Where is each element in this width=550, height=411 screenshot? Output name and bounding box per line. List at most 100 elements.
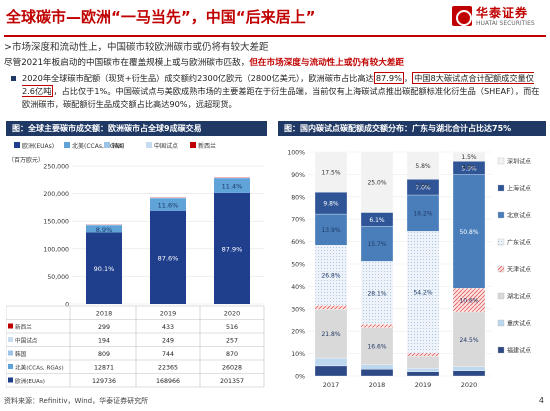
bar-segment xyxy=(314,357,348,367)
bar-segment xyxy=(360,369,394,377)
y-tick-label: 80% xyxy=(291,194,305,201)
table-cell: 299 xyxy=(98,324,110,331)
legend-label: 湖北试点 xyxy=(507,293,531,301)
legend-label: 深圳试点 xyxy=(507,158,531,166)
bar-data-label: 6.1% xyxy=(369,217,385,224)
x-tick-label: 2019 xyxy=(160,310,177,318)
table-cell: 809 xyxy=(98,351,110,358)
table-row-swatch xyxy=(8,364,13,369)
legend-label: 天津试点 xyxy=(507,266,531,274)
bar-segment xyxy=(452,370,486,377)
legend-swatch xyxy=(497,346,505,354)
bar-segment xyxy=(406,352,440,357)
x-tick-label: 2017 xyxy=(323,381,340,389)
table-cell: 433 xyxy=(162,324,174,331)
brand-name-en: HUATAI SECURITIES xyxy=(476,20,535,27)
bar-segment xyxy=(360,327,394,365)
bar-segment xyxy=(452,366,486,371)
legend-swatch xyxy=(497,211,505,219)
right-chart: 0% 10% 20% 30% 40% 50% 60% 70% 80% 90% 100% 2017 201… xyxy=(287,150,531,390)
source-note: 资料来源：Refinitiv，Wind，华泰证券研究所 xyxy=(4,397,149,405)
bar-segment xyxy=(314,365,348,377)
bar-data-label: 7.0% xyxy=(415,185,431,192)
table-cell: 516 xyxy=(226,324,238,331)
bar-segment xyxy=(406,368,440,372)
y-tick-label: 250,000 xyxy=(43,164,69,171)
table-row-swatch xyxy=(8,337,13,342)
bar-data-label: 4.6% xyxy=(462,165,476,171)
bar-segment xyxy=(406,231,440,353)
left-chart-header: 图：全球主要碳市成交额：欧洲碳市占全球9成碳交易 xyxy=(6,121,267,136)
x-tick-label: 2018 xyxy=(96,310,113,318)
y-tick-label: 200,000 xyxy=(43,191,69,198)
bar-data-label: 24.5% xyxy=(459,337,478,344)
brand-name: 华泰证券 xyxy=(476,6,529,20)
legend-label: 上海试点 xyxy=(507,185,531,193)
table-row-label: 北美(CCAs, RGAs) xyxy=(15,364,64,372)
y-tick-label: 100,000 xyxy=(43,246,69,253)
bar-segment xyxy=(314,305,348,310)
legend-label: 福建试点 xyxy=(507,347,531,355)
legend-swatch xyxy=(14,142,20,148)
bar-segment xyxy=(314,151,348,193)
bar-data-label: 1.5% xyxy=(461,154,477,161)
legend-label: 广东试点 xyxy=(507,239,531,247)
page-title: 全球碳市—欧洲“一马当先”，中国“后来居上” xyxy=(6,8,316,26)
table-row-label: 欧洲(EUAs) xyxy=(15,377,45,385)
bar-segment xyxy=(406,371,440,377)
bar-segment xyxy=(406,194,440,232)
bar-data-label: 25.0% xyxy=(367,180,386,187)
bar-segment xyxy=(86,232,122,304)
legend-swatch xyxy=(146,142,152,148)
y-tick-label: 60% xyxy=(291,239,305,246)
bar-data-label: 54.2% xyxy=(413,290,432,297)
legend-swatch xyxy=(190,142,196,148)
section-subtitle: >市场深度和流动性上，中国碳市较欧洲碳市或仍将有较大差距 xyxy=(4,42,269,53)
table-row-label: 韩国 xyxy=(15,350,27,358)
left-chart: 欧洲(EUAs) 北美(CCAs, RGAs)韩国 中国试点 新西兰（百万欧元）050… xyxy=(6,142,265,388)
brand-mark-icon xyxy=(452,6,472,26)
table-cell: 194 xyxy=(98,338,110,345)
bar-segment xyxy=(406,355,440,369)
bar-segment xyxy=(150,210,186,304)
legend-swatch xyxy=(497,265,505,273)
legend-label: 欧洲(EUAs) xyxy=(22,142,54,150)
right-chart-header: 图：国内碳试点碳配额成交额分布：广东与湖北合计占比达75% xyxy=(278,121,546,136)
y-tick-label: 90% xyxy=(291,172,305,179)
y-tick-label: 150,000 xyxy=(43,219,69,226)
table-cell: 22365 xyxy=(158,365,178,372)
legend-swatch xyxy=(64,142,70,148)
bar-data-label: 17.5% xyxy=(321,170,340,177)
y-tick-label: 0 xyxy=(65,302,69,309)
y-tick-label: 0% xyxy=(295,374,305,381)
bar-data-label: 16.6% xyxy=(367,344,386,351)
bar-data-label: 10.6% xyxy=(459,298,478,305)
legend-swatch xyxy=(497,184,505,192)
legend-swatch xyxy=(497,157,505,165)
bar-data-label: 90.1% xyxy=(94,265,115,273)
bar-segment xyxy=(214,178,250,193)
bullet-list: 2020年全球碳市配额（现货+衍生品）成交额约2300亿欧元（2800亿美元），… xyxy=(10,72,546,111)
bar-segment xyxy=(150,198,186,211)
table-row-swatch xyxy=(8,377,13,383)
y-tick-label: 100% xyxy=(287,150,305,157)
legend-label: 中国试点 xyxy=(154,142,178,150)
conclusion-text: 尽管2021年板启动的中国碳市在覆盖规模上或与欧洲碳市匹敌，但在市场深度与流动性… xyxy=(4,57,546,69)
bar-data-label: 5.9% xyxy=(461,165,477,172)
y-tick-label: 70% xyxy=(291,217,305,224)
table-cell: 249 xyxy=(162,338,174,345)
table-cell: 870 xyxy=(226,351,238,358)
bar-data-label: 7.0% xyxy=(416,183,430,189)
bar-segment xyxy=(452,174,486,289)
bullet-text-a: 2020年全球碳市配额（现货+衍生品）成交额约2300亿欧元（2800亿美元），… xyxy=(22,73,374,83)
x-tick-label: 2018 xyxy=(369,381,386,389)
bullet-highlight-china: 中国8大碳试点合计配额成交量仅2.6亿吨 xyxy=(22,72,534,97)
bar-data-label: 15.7% xyxy=(367,241,386,248)
bar-segment xyxy=(360,364,394,370)
legend-swatch xyxy=(497,319,505,327)
y-unit-label: （百万欧元） xyxy=(8,156,44,164)
table-cell: 168966 xyxy=(156,378,180,385)
table-cell: 12871 xyxy=(94,365,114,372)
table-cell: 744 xyxy=(162,351,174,358)
table-cell: 257 xyxy=(226,338,238,345)
